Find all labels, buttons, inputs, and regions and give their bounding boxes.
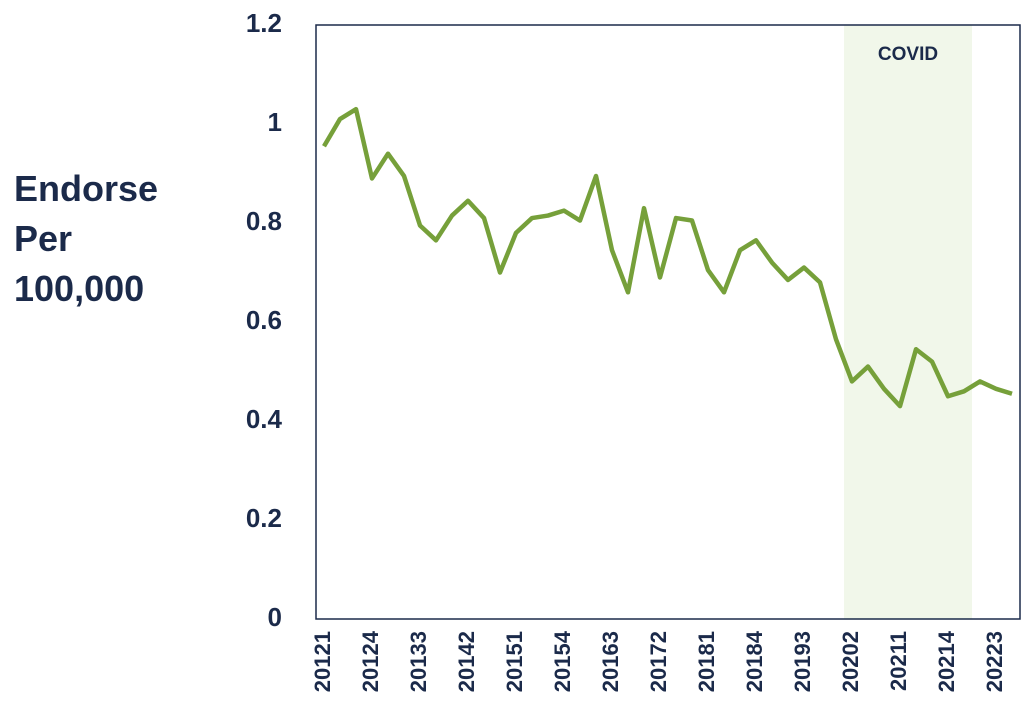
x-tick-label: 20142	[454, 631, 479, 692]
x-tick-label: 20223	[982, 631, 1007, 692]
x-tick-label: 20211	[886, 631, 911, 691]
x-tick-label: 20124	[358, 630, 383, 692]
y-tick-label: 1	[268, 107, 282, 137]
covid-band	[844, 25, 972, 619]
x-tick-label: 20163	[598, 631, 623, 692]
x-tick-label: 20154	[550, 630, 575, 692]
y-tick-label: 1.2	[246, 8, 282, 38]
y-tick-label: 0.8	[246, 206, 282, 236]
y-tick-label: 0.6	[246, 305, 282, 335]
series-line	[322, 106, 1013, 409]
x-tick-label: 20184	[742, 630, 767, 692]
y-axis-label: Endorse Per 100,000	[14, 168, 159, 309]
x-tick-label: 20121	[310, 631, 335, 692]
plot-frame	[315, 24, 1021, 620]
x-tick-label: 20214	[934, 630, 959, 692]
x-tick-label: 20193	[790, 631, 815, 692]
y-tick-label: 0.4	[246, 404, 283, 434]
covid-label: COVID	[878, 44, 938, 65]
y-tick-label: 0.2	[246, 503, 282, 533]
y-tick-label: 0	[268, 602, 282, 632]
x-tick-label: 20151	[502, 631, 527, 692]
x-tick-label: 20202	[838, 631, 863, 692]
x-tick-label: 20181	[694, 631, 719, 692]
x-tick-label: 20133	[406, 631, 431, 692]
x-tick-label: 20172	[646, 631, 671, 692]
